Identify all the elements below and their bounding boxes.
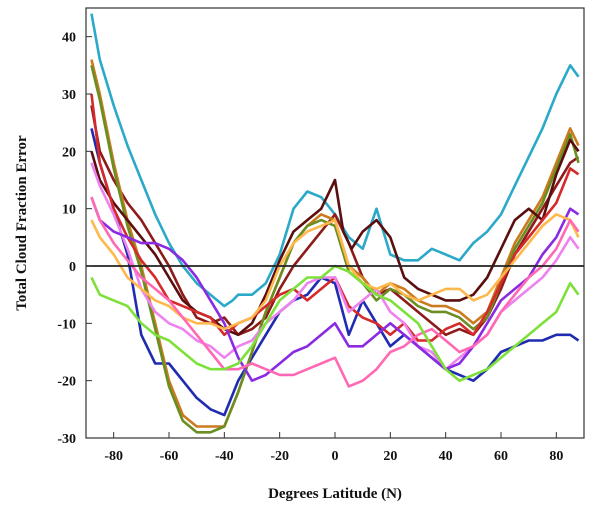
series-layer [90,13,580,434]
x-tick-label: -40 [215,449,234,464]
series-line-6 [90,138,580,337]
series-line-2 [90,128,580,417]
y-tick-label: 10 [62,203,76,218]
x-tick-label: 0 [332,449,339,464]
y-tick-label: 40 [62,31,76,46]
x-tick-label: 60 [494,449,508,464]
y-tick-label: 0 [69,260,76,275]
y-axis-label: Total Cloud Fraction Error [14,135,30,311]
y-tick-label: 30 [62,88,76,103]
series-line-10 [90,213,580,331]
x-axis-label: Degrees Latitude (N) [268,486,402,502]
series-line-11 [90,196,580,388]
series-line-1 [90,13,580,308]
x-tick-label: 20 [383,449,397,464]
y-tick-label: -10 [57,317,76,332]
x-tick-label: -60 [160,449,179,464]
tick-layer: -80 -60 -40 -20 0 20 40 60 80 -30 -20 -10 0 10 20 30 40 [57,31,563,464]
x-tick-label: -20 [270,449,289,464]
series-line-9 [90,196,580,383]
x-tick-label: 80 [549,449,563,464]
y-tick-label: -20 [57,375,76,390]
y-tick-label: 20 [62,145,76,160]
x-tick-label: -80 [104,449,123,464]
y-tick-label: -30 [57,432,76,447]
x-tick-label: 40 [439,449,453,464]
